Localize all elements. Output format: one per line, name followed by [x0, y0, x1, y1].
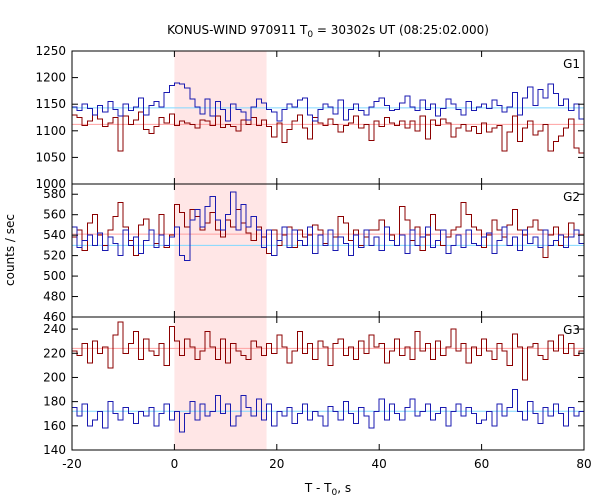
- y-tick-label: 1250: [35, 44, 66, 58]
- y-tick-label: 460: [43, 310, 66, 324]
- series-line-blue: [72, 389, 584, 433]
- x-axis-label-suffix: , s: [337, 481, 351, 495]
- panel-g1: 1000 1050 1100 1150 1200 1250 G1: [35, 44, 585, 191]
- panel-g2: 460 480 500 520 540 560 580 G2: [43, 183, 585, 324]
- y-tick-label: 140: [43, 443, 66, 457]
- y-tick-label: 220: [43, 346, 66, 360]
- y-tick-label: 1150: [35, 97, 66, 111]
- x-tick-label: 40: [372, 457, 387, 471]
- chart-title-prefix: KONUS-WIND 970911 T: [167, 23, 308, 37]
- y-tick-label: 1100: [35, 124, 66, 138]
- chart-title-sub: 0: [307, 30, 313, 40]
- y-tick-label: 1000: [35, 177, 66, 191]
- panel-label: G1: [563, 57, 580, 71]
- y-tick-label: 480: [43, 290, 66, 304]
- series-line-red: [72, 111, 584, 154]
- panels-group: 1000 1050 1100 1150 1200 1250 G1 460 480 500 520 54…: [35, 44, 591, 471]
- series-line-blue: [72, 191, 584, 262]
- chart-title: KONUS-WIND 970911 T0 = 30302s UT (08:25:…: [167, 23, 489, 40]
- y-tick-label: 520: [43, 249, 66, 263]
- y-tick-label: 180: [43, 395, 66, 409]
- highlight-interval-band: [174, 184, 267, 317]
- y-tick-label: 500: [43, 269, 66, 283]
- y-tick-label: 240: [43, 322, 66, 336]
- x-axis-label: T - T0, s: [304, 481, 351, 498]
- panel-g3: 140 160 180 200 220 240 G3: [43, 316, 585, 457]
- y-tick-label: 540: [43, 228, 66, 242]
- chart-title-suffix: = 30302s UT (08:25:02.000): [313, 23, 489, 37]
- x-tick-label: 20: [269, 457, 284, 471]
- x-tick-label: -20: [62, 457, 82, 471]
- panel-frame: [71, 316, 585, 451]
- x-axis-label-sub: 0: [332, 488, 338, 498]
- panel-frame: [71, 50, 585, 185]
- y-axis-label: counts / sec: [3, 214, 17, 286]
- x-tick-label: 0: [171, 457, 179, 471]
- x-tick-label: 80: [576, 457, 591, 471]
- panel-label: G2: [563, 190, 580, 204]
- x-tick-label: 60: [474, 457, 489, 471]
- highlight-interval-band: [174, 317, 267, 450]
- series-line-blue: [72, 82, 584, 122]
- y-tick-label: 200: [43, 370, 66, 384]
- y-tick-label: 560: [43, 208, 66, 222]
- series-line-red: [72, 321, 584, 381]
- y-tick-label: 580: [43, 187, 66, 201]
- y-tick-label: 1050: [35, 150, 66, 164]
- x-axis-label-prefix: T - T: [304, 481, 332, 495]
- panel-label: G3: [563, 323, 580, 337]
- y-tick-label: 1200: [35, 71, 66, 85]
- y-tick-label: 160: [43, 419, 66, 433]
- panel-frame: [71, 183, 585, 318]
